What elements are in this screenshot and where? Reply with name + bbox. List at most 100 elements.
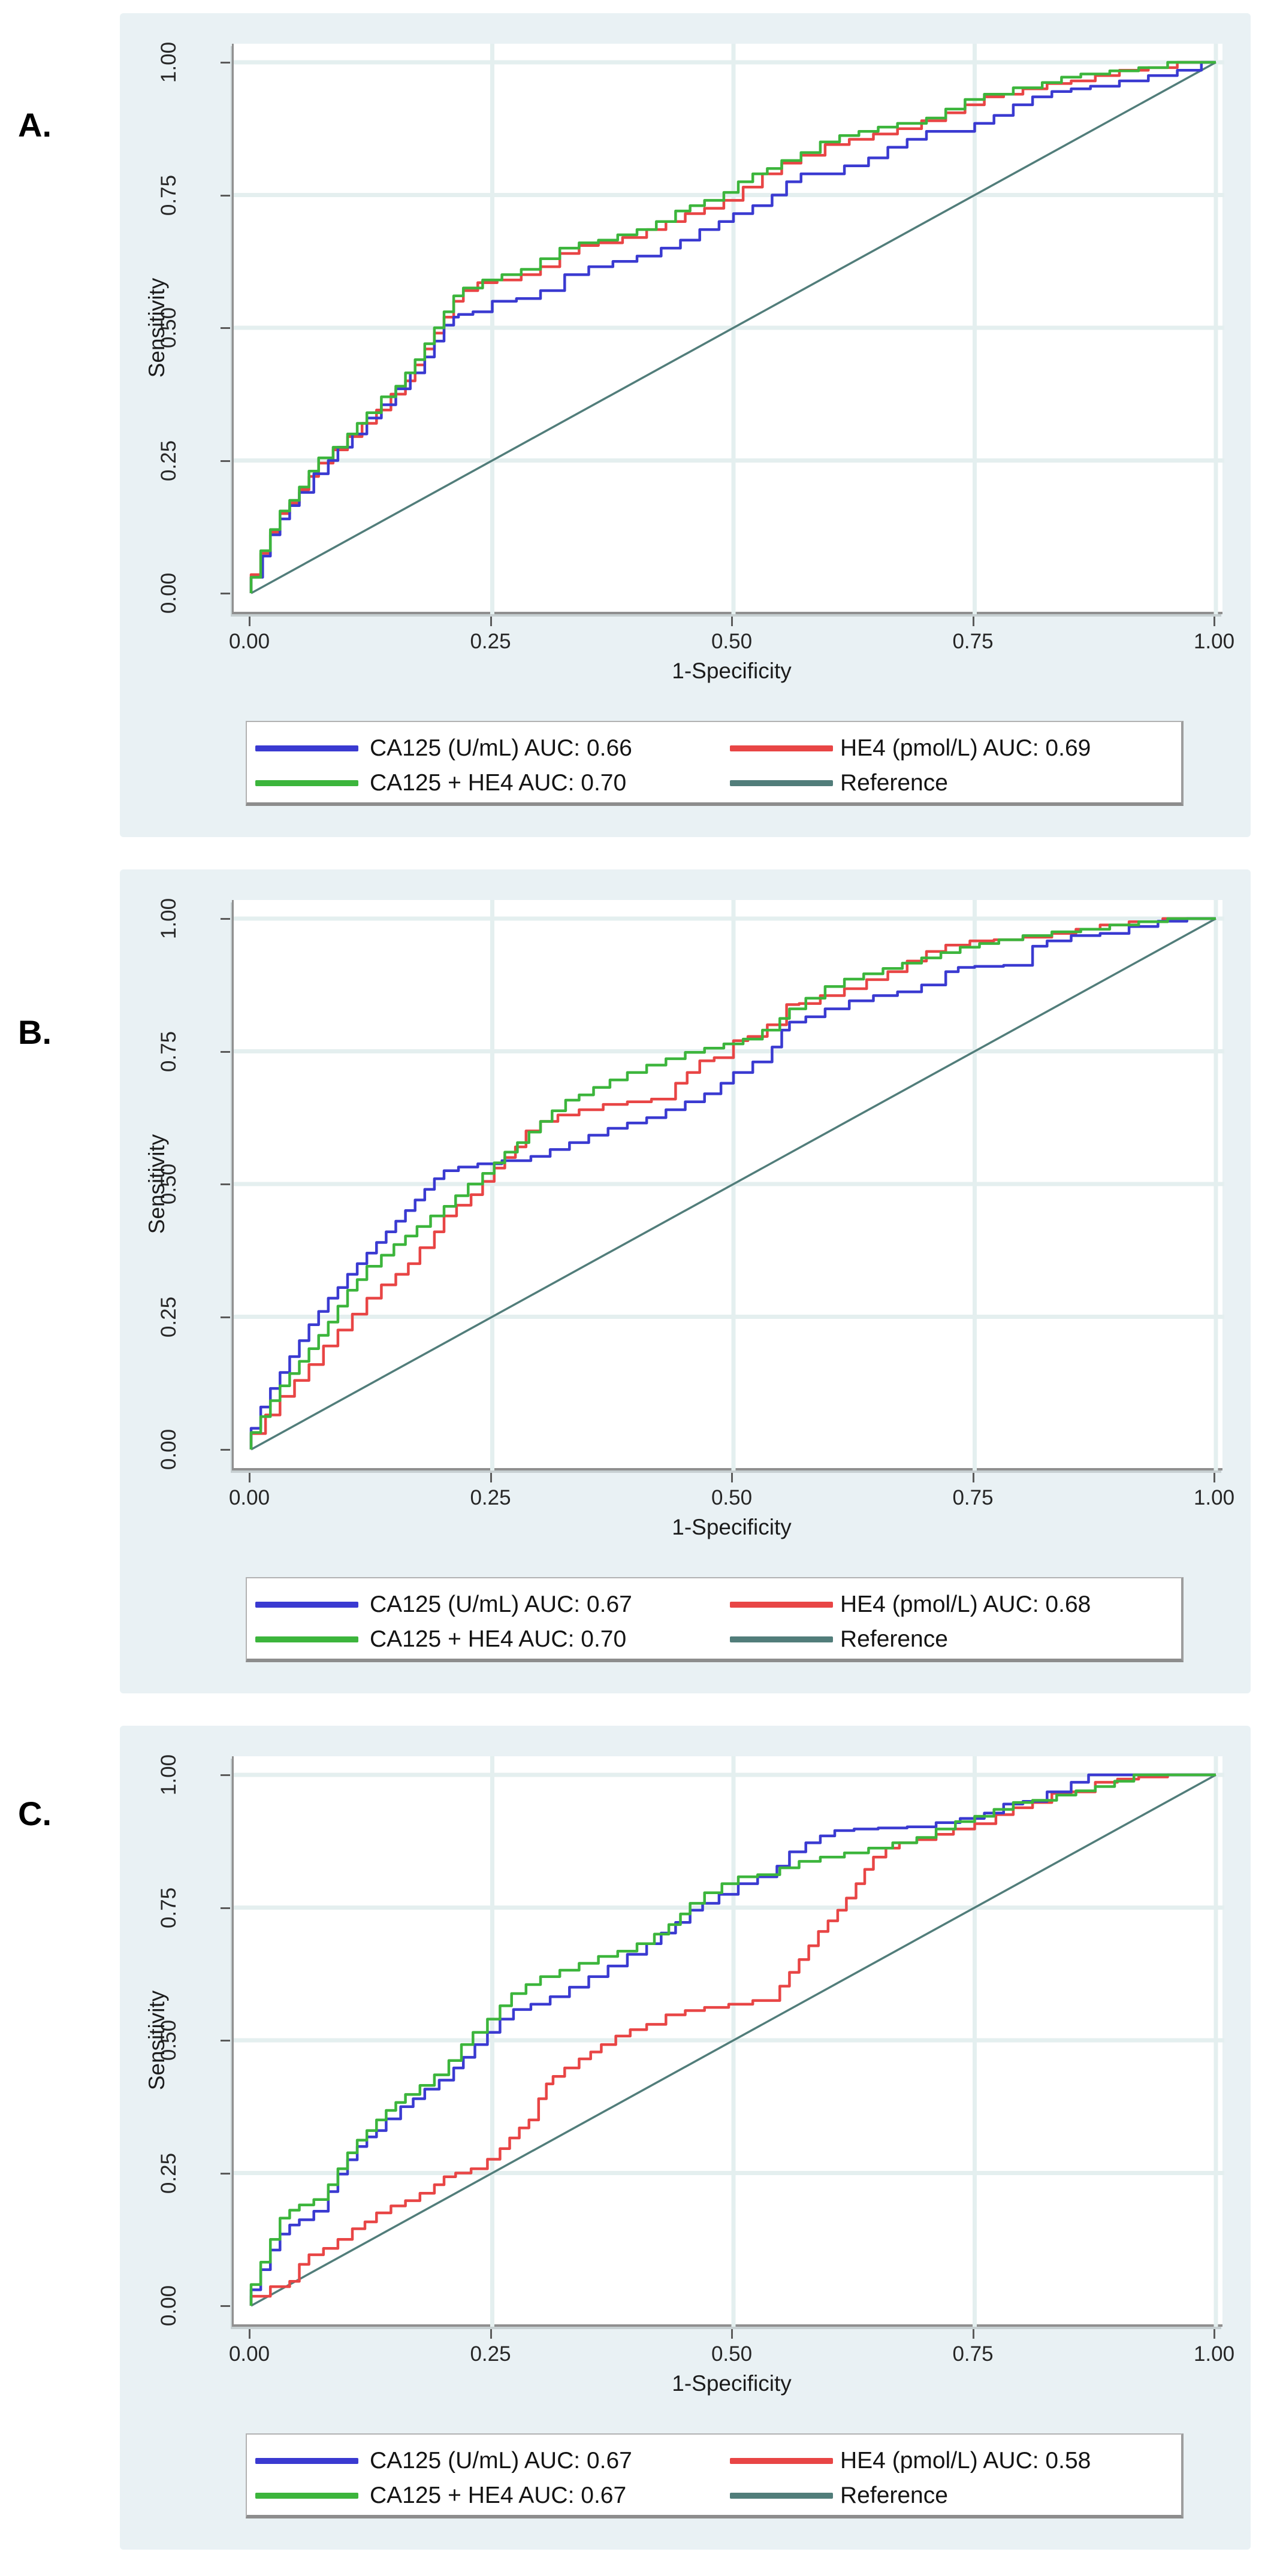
legend-item-reference: Reference	[730, 2483, 1173, 2509]
legend-box: CA125 (U/mL) AUC: 0.66 HE4 (pmol/L) AUC: …	[246, 721, 1184, 806]
y-tick	[221, 1774, 230, 1776]
roc-chart-b	[234, 900, 1224, 1470]
legend-label: CA125 + HE4 AUC: 0.70	[370, 1626, 627, 1652]
plot-area	[232, 900, 1224, 1470]
roc-curve-ca125-he4	[249, 1773, 1216, 2306]
y-tick-label: 1.00	[157, 898, 180, 940]
legend-key-icon	[730, 745, 833, 751]
legend-label: CA125 (U/mL) AUC: 0.67	[370, 2448, 632, 2474]
legend-key-icon	[255, 2458, 358, 2464]
y-tick	[221, 460, 230, 462]
legend-item-ca125-he4: CA125 + HE4 AUC: 0.70	[255, 1626, 711, 1653]
x-tick	[972, 617, 974, 626]
legend-item-ca125-he4: CA125 + HE4 AUC: 0.70	[255, 770, 711, 796]
x-tick-label: 0.00	[228, 630, 270, 653]
y-tick	[221, 1316, 230, 1318]
y-tick	[221, 327, 230, 329]
x-tick-label: 1.00	[1193, 1486, 1235, 1509]
legend-label: CA125 (U/mL) AUC: 0.66	[370, 735, 632, 761]
plot-area	[232, 1756, 1224, 2327]
y-axis-title: Sensitivity	[144, 277, 169, 378]
legend-item-reference: Reference	[730, 770, 1173, 796]
legend-key-icon	[255, 780, 358, 786]
x-tick	[1213, 617, 1215, 626]
x-tick	[1213, 1473, 1215, 1482]
legend-key-icon	[730, 780, 833, 786]
legend-key-icon	[255, 745, 358, 751]
legend-item-ca125: CA125 (U/mL) AUC: 0.66	[255, 735, 711, 762]
legend-label: CA125 + HE4 AUC: 0.67	[370, 2483, 627, 2508]
x-tick	[490, 617, 492, 626]
y-tick	[221, 918, 230, 920]
x-tick-label: 0.00	[228, 1486, 270, 1509]
roc-curve-ca125-he4	[249, 61, 1216, 593]
legend-key-icon	[255, 2493, 358, 2499]
x-tick	[1213, 2329, 1215, 2339]
legend-label: HE4 (pmol/L) AUC: 0.58	[840, 2448, 1091, 2474]
legend-item-he4: HE4 (pmol/L) AUC: 0.58	[730, 2448, 1173, 2474]
panel-a: 0.00 0.25 0.50 0.75 1.00 0.00 0.25 0.50 0.75 1.00…	[120, 13, 1251, 837]
panel-b: 0.00 0.25 0.50 0.75 1.00 0.00 0.25 0.50 0.75 1.00…	[120, 869, 1251, 1693]
x-tick	[972, 2329, 974, 2339]
legend-key-icon	[730, 2493, 833, 2499]
reference-line	[250, 1774, 1216, 2307]
panel-c: 0.00 0.25 0.50 0.75 1.00 0.00 0.25 0.50 0.75 1.00…	[120, 1726, 1251, 2550]
y-tick-label: 0.00	[157, 1429, 180, 1470]
y-tick-label: 0.00	[157, 572, 180, 614]
legend-key-icon	[730, 2458, 833, 2464]
roc-curve-ca125	[249, 1773, 1216, 2306]
x-tick-label: 0.75	[952, 630, 994, 653]
legend-label: CA125 + HE4 AUC: 0.70	[370, 770, 627, 796]
x-tick	[249, 617, 250, 626]
y-tick-label: 1.00	[157, 1754, 180, 1796]
y-axis-title: Sensitivity	[144, 1990, 169, 2091]
y-tick	[221, 1050, 230, 1053]
y-tick	[221, 62, 230, 64]
x-axis-title: 1-Specificity	[672, 659, 792, 683]
x-tick-label: 0.25	[470, 630, 511, 653]
x-tick	[249, 1473, 250, 1482]
roc-chart-c	[234, 1756, 1224, 2327]
y-tick-label: 0.00	[157, 2285, 180, 2327]
legend-label: Reference	[840, 770, 948, 796]
legend-key-icon	[730, 1602, 833, 1608]
legend-key-icon	[255, 1602, 358, 1608]
x-tick	[972, 1473, 974, 1482]
x-tick	[731, 2329, 733, 2339]
x-axis-title: 1-Specificity	[672, 2371, 792, 2396]
y-axis-title: Sensitivity	[144, 1134, 169, 1234]
roc-chart-a	[234, 44, 1224, 614]
legend-item-ca125: CA125 (U/mL) AUC: 0.67	[255, 1591, 711, 1618]
x-tick-label: 0.50	[711, 630, 753, 653]
x-tick	[249, 2329, 250, 2339]
legend-item-reference: Reference	[730, 1626, 1173, 1653]
plot-area	[232, 44, 1224, 614]
roc-curve-ca125-he4	[249, 917, 1216, 1449]
legend-label: HE4 (pmol/L) AUC: 0.68	[840, 1591, 1091, 1617]
legend-box: CA125 (U/mL) AUC: 0.67 HE4 (pmol/L) AUC: …	[246, 2433, 1184, 2518]
y-tick	[221, 1449, 230, 1451]
x-tick-label: 0.75	[952, 1486, 994, 1509]
y-tick	[221, 2305, 230, 2307]
y-tick	[221, 1183, 230, 1185]
legend-label: Reference	[840, 2483, 948, 2508]
legend-item-he4: HE4 (pmol/L) AUC: 0.68	[730, 1591, 1173, 1618]
x-tick-label: 0.50	[711, 2342, 753, 2366]
x-axis-title: 1-Specificity	[672, 1515, 792, 1539]
roc-curve-ca125	[249, 917, 1216, 1449]
legend-label: Reference	[840, 1626, 948, 1652]
x-tick-label: 0.25	[470, 1486, 511, 1509]
x-tick-label: 1.00	[1193, 2342, 1235, 2366]
y-tick	[221, 593, 230, 594]
x-tick-label: 0.50	[711, 1486, 753, 1509]
x-tick-label: 1.00	[1193, 630, 1235, 653]
panel-label-a: A.	[18, 106, 52, 144]
roc-curve-he4	[249, 917, 1216, 1449]
x-tick	[731, 617, 733, 626]
y-tick	[221, 1907, 230, 1909]
x-tick-label: 0.75	[952, 2342, 994, 2366]
panel-label-c: C.	[18, 1795, 52, 1832]
reference-line	[250, 61, 1216, 594]
legend-key-icon	[730, 1636, 833, 1642]
